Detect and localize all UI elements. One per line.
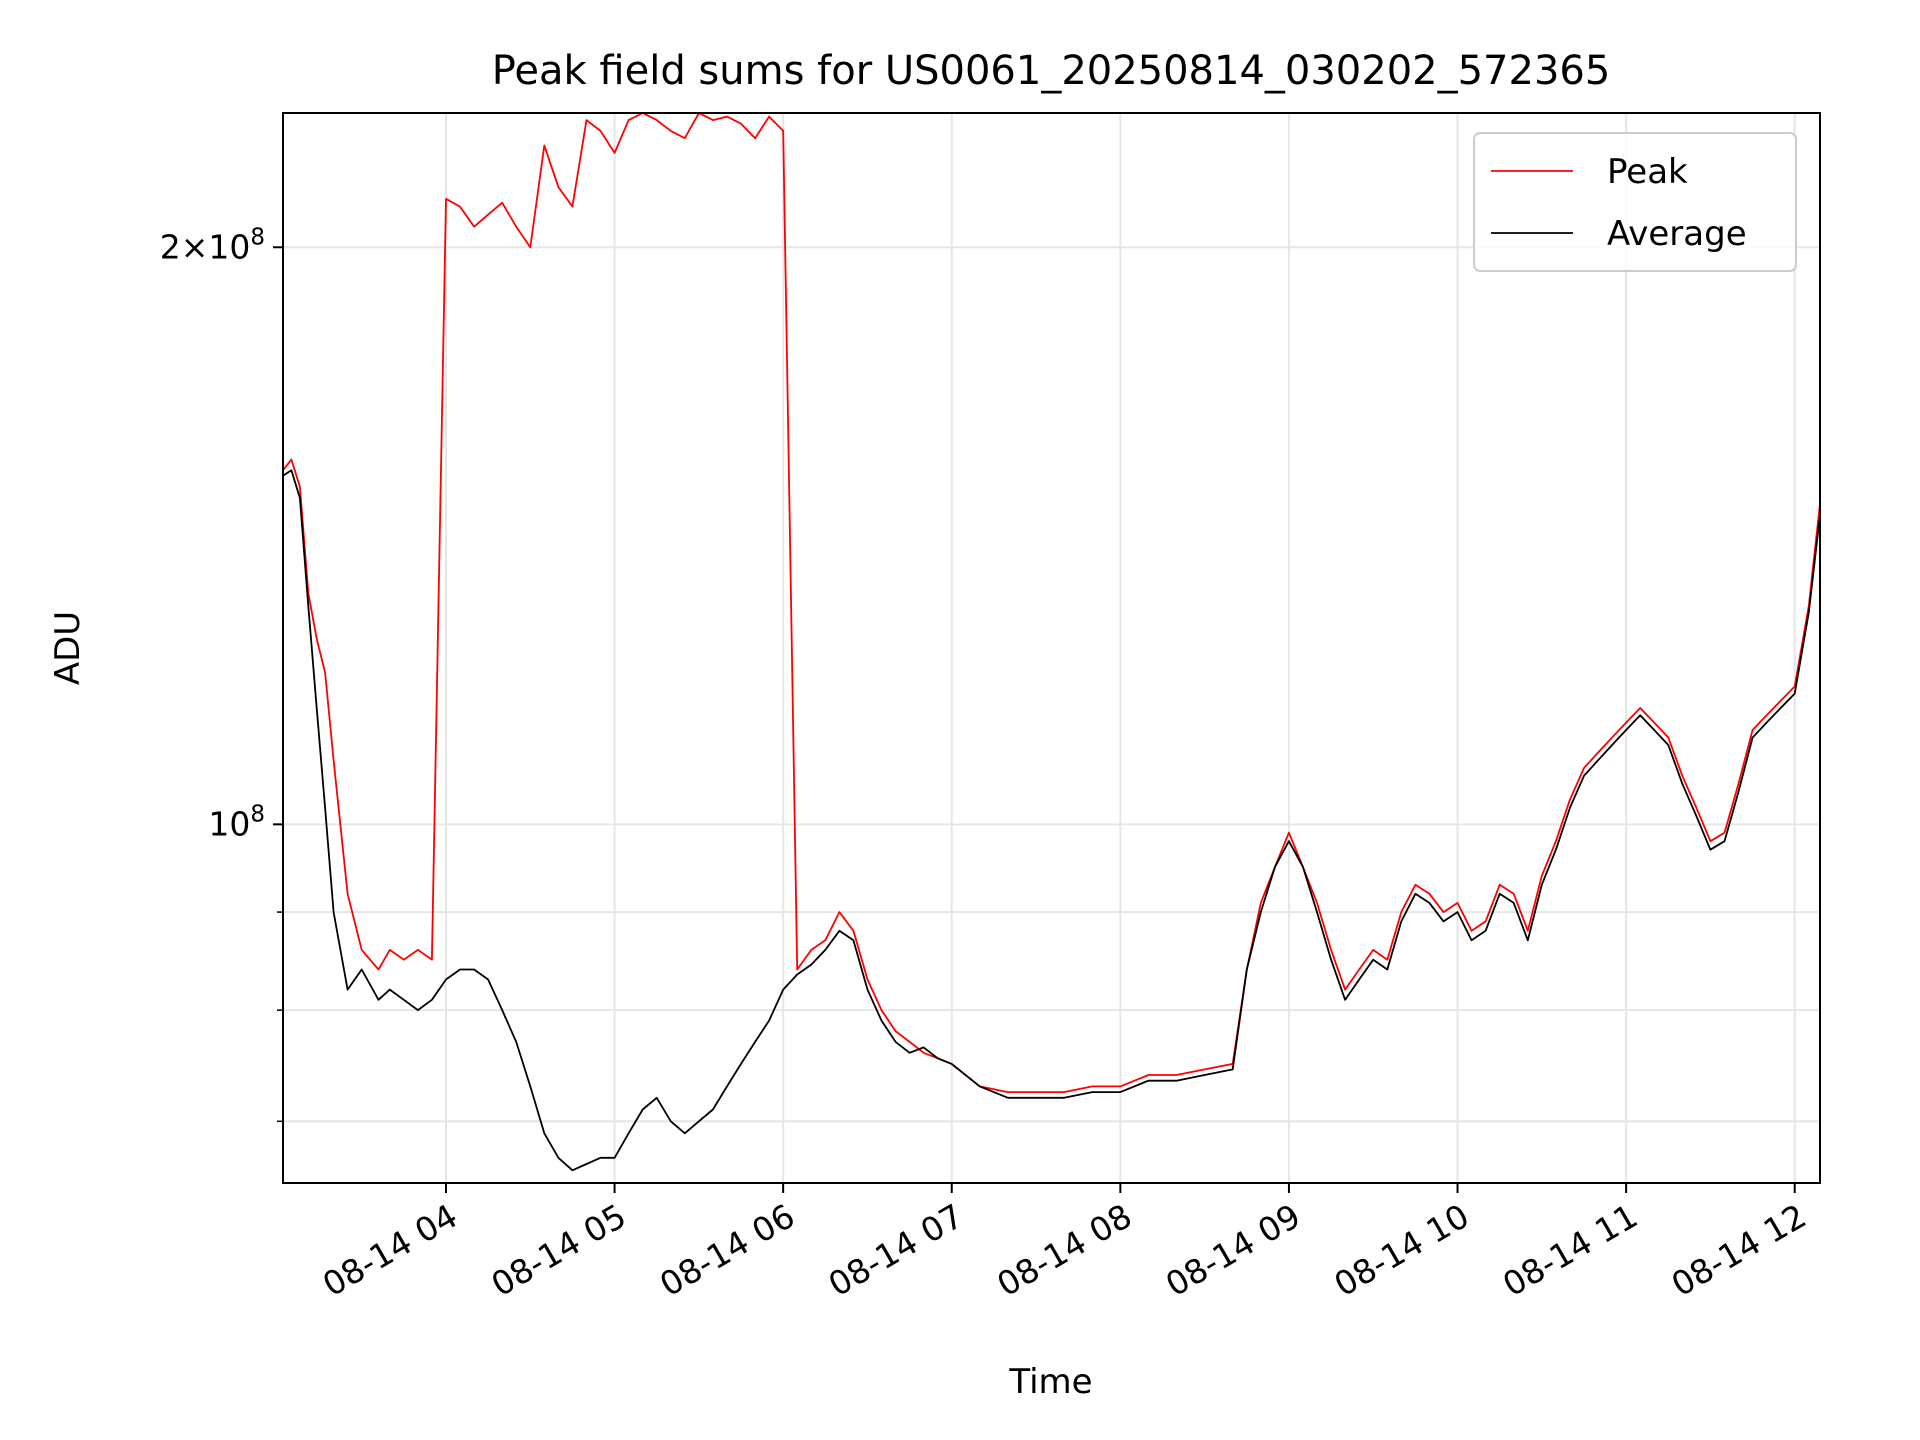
y-tick-exponent: 8	[250, 224, 265, 250]
chart-title: Peak field sums for US0061_20250814_0302…	[492, 48, 1611, 94]
legend-label: Average	[1607, 214, 1747, 254]
y-tick-base: 10	[208, 227, 250, 266]
y-tick-coefficient: 2	[160, 227, 181, 266]
x-axis-label: Time	[1008, 1362, 1092, 1402]
series-line-average	[283, 469, 1820, 1172]
legend: Peak Average	[1473, 132, 1797, 272]
y-tick-label: 2×108	[160, 224, 265, 266]
series-layer	[283, 113, 1820, 1172]
y-tick-label: 108	[208, 801, 265, 843]
y-tick-times-sign: ×	[181, 227, 209, 266]
y-tick-base: 10	[208, 804, 250, 843]
legend-label: Peak	[1607, 152, 1688, 192]
y-tick-exponent: 8	[250, 801, 265, 827]
y-axis-label: ADU	[48, 611, 88, 685]
legend-box	[1473, 132, 1797, 272]
plot-frame	[282, 112, 1821, 1184]
